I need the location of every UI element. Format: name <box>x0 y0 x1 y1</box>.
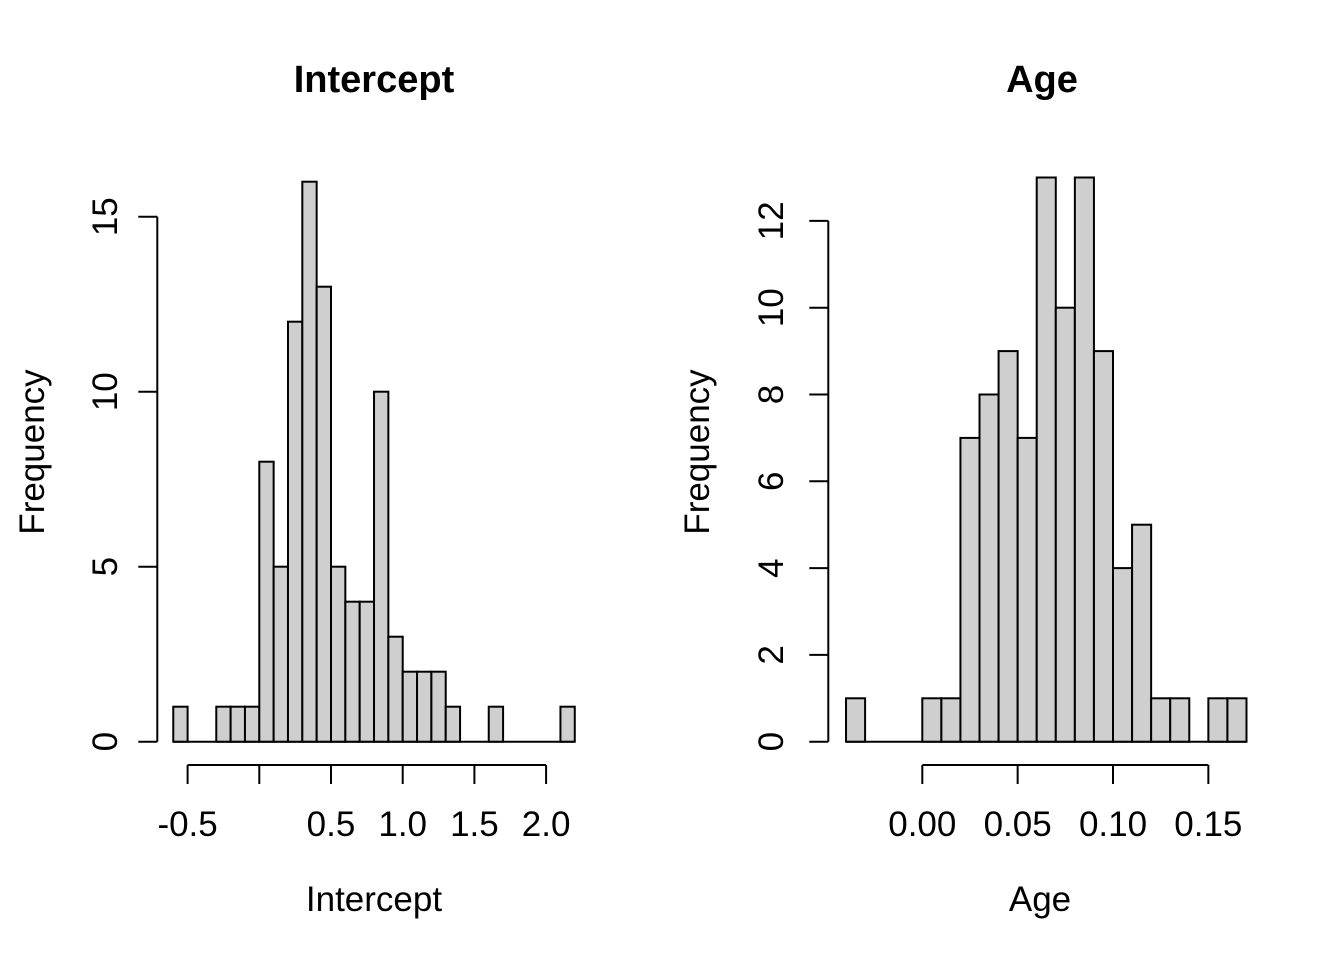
y-tick-label: 10 <box>86 372 125 411</box>
histogram-bar <box>845 697 867 743</box>
x-tick-label: 0.05 <box>984 805 1052 844</box>
histogram-bar <box>1073 176 1095 743</box>
x-tick-label: 0.15 <box>1174 805 1242 844</box>
y-tick-label: 10 <box>752 288 791 327</box>
histogram-bar <box>344 600 361 743</box>
y-tick-label: 0 <box>86 732 125 751</box>
histogram-bar <box>215 705 232 743</box>
plot-area: 0 2 4 6 8 10 12 0.00 0.05 0.10 0.15 <box>752 176 1248 844</box>
chart-title: Intercept <box>294 59 455 101</box>
y-axis-label: Frequency <box>13 369 52 535</box>
histogram-bar <box>1207 697 1229 743</box>
histogram-bar <box>940 697 962 743</box>
histogram-bar <box>416 670 433 743</box>
x-tick-label: 0.5 <box>307 805 356 844</box>
chart-title: Age <box>1006 59 1078 101</box>
x-tick-label: 0.10 <box>1079 805 1147 844</box>
histogram-bar <box>315 285 333 743</box>
histogram-bar <box>1054 306 1076 743</box>
y-tick-label: 8 <box>752 385 791 404</box>
x-tick-label: 0.00 <box>888 805 956 844</box>
histogram-bar <box>286 320 304 743</box>
plot-area: 0 5 10 15 -0.5 0.5 1.0 1.5 2.0 <box>86 180 576 844</box>
histogram-bar <box>430 670 447 743</box>
histogram-bar <box>1092 350 1115 743</box>
histogram-bar <box>978 393 1000 743</box>
x-tick-label: 1.5 <box>450 805 499 844</box>
histogram-bar <box>243 705 261 743</box>
y-tick-label: 15 <box>86 197 125 236</box>
histogram-bar <box>959 436 981 743</box>
y-axis-label: Frequency <box>678 369 717 535</box>
histogram-bar <box>487 705 505 743</box>
y-tick-label: 12 <box>752 201 791 240</box>
x-tick-label: -0.5 <box>157 805 217 844</box>
x-tick-label: 2.0 <box>522 805 571 844</box>
histogram-bar <box>172 705 189 743</box>
x-axis-label: Age <box>1009 880 1071 919</box>
y-tick-label: 5 <box>86 557 125 576</box>
x-tick-label: 1.0 <box>378 805 427 844</box>
y-tick-label: 6 <box>752 472 791 491</box>
y-tick-label: 2 <box>752 645 791 664</box>
y-tick-label: 4 <box>752 558 791 577</box>
histogram-bar <box>373 390 390 743</box>
histogram-bar <box>997 350 1019 743</box>
x-axis-label: Intercept <box>306 880 442 919</box>
histogram-bar <box>1131 523 1153 743</box>
histogram-bar <box>387 635 404 743</box>
histogram-bar <box>358 600 376 743</box>
histogram-bar <box>401 670 419 743</box>
histogram-bar <box>1169 697 1191 743</box>
histogram-bar <box>1226 697 1248 743</box>
histogram-bar <box>272 565 289 743</box>
histogram-bar <box>1112 567 1134 743</box>
histogram-bar <box>330 565 347 743</box>
histogram-bar <box>258 460 275 743</box>
histogram-bar <box>444 705 462 743</box>
y-tick-label: 0 <box>752 732 791 751</box>
histogram-bar <box>1150 697 1172 743</box>
histogram-bar <box>1016 436 1038 743</box>
histogram-bar <box>559 705 576 743</box>
histogram-bar <box>301 180 318 743</box>
intercept-histogram-panel: Intercept Intercept Frequency 0 5 10 15 -0.5… <box>13 59 576 919</box>
histogram-bar <box>1035 176 1057 743</box>
histogram-bar <box>921 697 943 743</box>
histogram-bar <box>229 705 246 743</box>
